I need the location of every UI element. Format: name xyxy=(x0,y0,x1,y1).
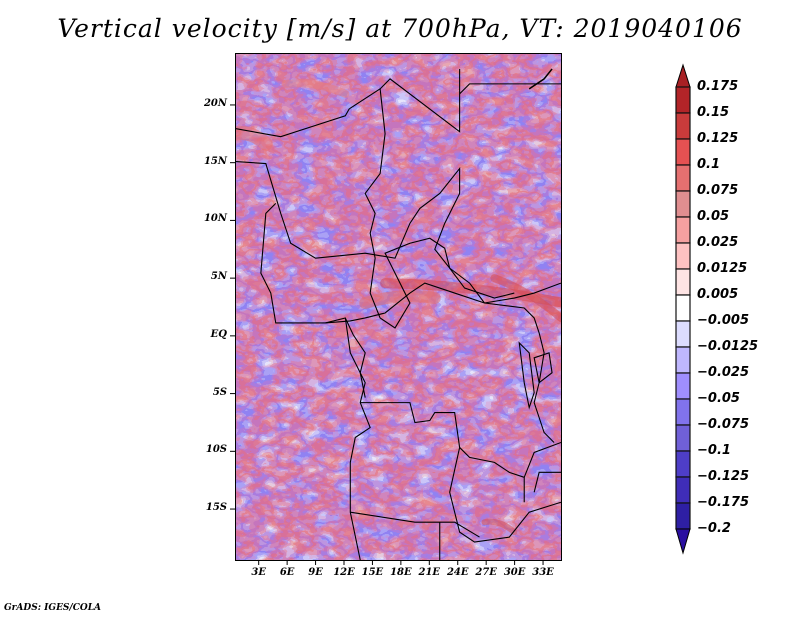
x-tick-label: 6E xyxy=(279,567,295,578)
colorbar-segment xyxy=(675,138,691,166)
country-border xyxy=(350,447,561,543)
colorbar-segment xyxy=(675,164,691,192)
colorbar-segment xyxy=(675,320,691,348)
x-tick-label: 18E xyxy=(390,567,412,578)
country-border xyxy=(344,317,371,560)
colorbar-label: −0.1 xyxy=(697,443,731,458)
y-tick-label: 20N xyxy=(203,97,227,109)
colorbar-label: 0.025 xyxy=(697,235,739,250)
grads-credit: GrADS: IGES/COLA xyxy=(4,603,102,613)
y-tick-label: EQ xyxy=(210,328,227,340)
colorbar-label: −0.175 xyxy=(697,495,750,510)
colorbar-label: 0.125 xyxy=(697,131,739,146)
country-border xyxy=(449,267,561,304)
colorbar-label: −0.005 xyxy=(697,313,750,328)
colorbar-label: 0.0125 xyxy=(697,261,748,276)
colorbar-segment xyxy=(675,372,691,400)
colorbar-label: −0.2 xyxy=(697,521,731,536)
colorbar-label: −0.0125 xyxy=(697,339,759,354)
y-tick-label: 5N xyxy=(210,271,227,283)
colorbar-segment xyxy=(675,112,691,140)
colorbar-label: −0.025 xyxy=(697,365,750,380)
x-tick-label: 30E xyxy=(503,567,526,578)
colorbar-segment xyxy=(675,502,691,530)
updraft-band xyxy=(481,518,518,536)
country-border xyxy=(364,88,451,329)
x-tick-label: 12E xyxy=(333,567,355,578)
x-tick-label: 3E xyxy=(251,567,266,578)
x-tick-label: 33E xyxy=(532,567,554,578)
x-tick-label: 9E xyxy=(308,567,323,578)
vertical-velocity-field xyxy=(236,54,561,560)
colorbar-segment xyxy=(675,190,691,218)
y-tick-label: 15S xyxy=(205,502,227,514)
colorbar-segment xyxy=(675,450,691,478)
x-tick-label: 21E xyxy=(418,567,441,578)
coastline xyxy=(528,68,553,90)
colorbar-label: 0.1 xyxy=(697,157,721,172)
colorbar-label: 0.075 xyxy=(697,183,739,198)
map-plot-area xyxy=(235,53,562,561)
colorbar-segment xyxy=(675,398,691,426)
y-tick-label: 10N xyxy=(203,213,227,225)
colorbar-segment xyxy=(675,86,691,114)
colorbar-label: −0.075 xyxy=(697,417,750,432)
country-border xyxy=(439,441,561,560)
colorbar-label: 0.05 xyxy=(697,209,730,224)
colorbar-label: 0.005 xyxy=(697,287,739,302)
lake-outline xyxy=(518,341,553,410)
colorbar-segment xyxy=(675,294,691,322)
colorbar-label: 0.15 xyxy=(697,105,730,120)
colorbar-segment xyxy=(675,268,691,296)
colorbar-segment xyxy=(675,476,691,504)
country-border xyxy=(325,282,555,443)
x-tick-label: 24E xyxy=(446,567,469,578)
colorbar-label: 0.175 xyxy=(697,79,739,94)
y-tick-label: 10S xyxy=(205,444,227,456)
country-border xyxy=(360,402,525,503)
colorbar-under-triangle xyxy=(675,528,691,555)
field-texture xyxy=(236,54,561,560)
x-tick-label: 15E xyxy=(361,567,384,578)
colorbar-segment xyxy=(675,346,691,374)
colorbar-segment xyxy=(675,216,691,244)
x-tick-label: 27E xyxy=(475,567,497,578)
colorbar-segment xyxy=(675,242,691,270)
country-border xyxy=(236,108,485,304)
colorbar-segment xyxy=(675,424,691,452)
colorbar-label: −0.05 xyxy=(697,391,740,406)
y-tick-label: 5S xyxy=(212,386,227,398)
updraft-band xyxy=(236,126,273,151)
chart-title: Vertical velocity [m/s] at 700hPa, VT: 2… xyxy=(57,14,743,43)
updraft-band xyxy=(281,79,350,98)
colorbar-over-triangle xyxy=(675,63,691,88)
colorbar-label: −0.125 xyxy=(697,469,750,484)
updraft-band xyxy=(490,274,561,322)
y-tick-label: 15N xyxy=(203,155,227,167)
updraft-band xyxy=(359,290,441,309)
